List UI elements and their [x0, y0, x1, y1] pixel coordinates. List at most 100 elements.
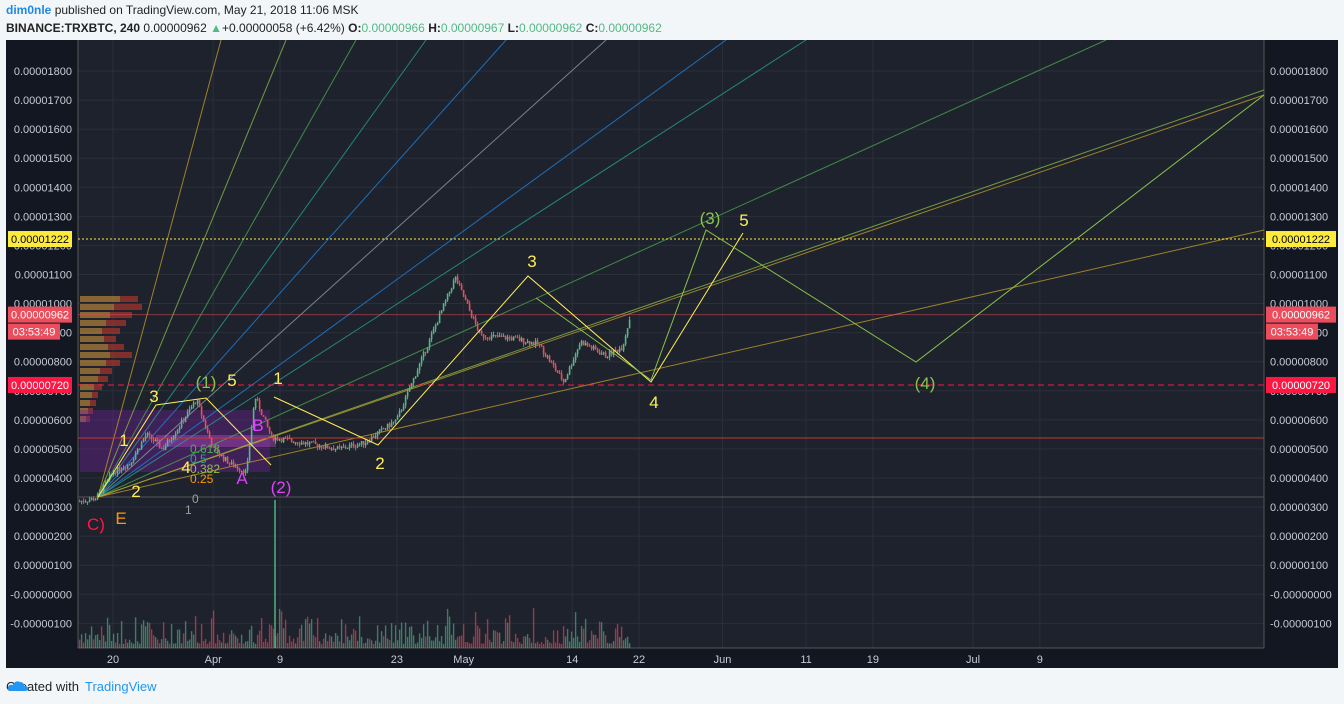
candle-body	[572, 359, 575, 366]
volume-bar	[370, 640, 373, 648]
candle-body	[182, 420, 185, 422]
volume-bar	[128, 639, 131, 648]
author-link[interactable]: dim0nle	[6, 3, 52, 17]
candle-body	[486, 337, 489, 339]
candle-body	[380, 428, 383, 430]
price-tick-right: 0.00001700	[1270, 95, 1328, 107]
volume-bar	[576, 636, 579, 648]
candle-body	[372, 436, 375, 438]
volume-bar	[538, 643, 541, 648]
volume-bar	[572, 637, 575, 648]
candle-body	[198, 400, 201, 407]
wave-label: (1)	[196, 373, 217, 392]
volume-bar	[380, 631, 383, 648]
candle-body	[388, 423, 391, 427]
volume-profile-bar	[80, 320, 106, 326]
candle-body	[412, 378, 415, 384]
volume-bar	[376, 625, 379, 648]
time-tick: Apr	[205, 654, 222, 666]
candle-body	[462, 289, 465, 297]
candle-body	[536, 340, 539, 345]
candle-body	[458, 283, 461, 285]
volume-bar	[562, 626, 565, 648]
volume-bar	[194, 616, 197, 648]
candle-body	[552, 362, 555, 366]
volume-bar	[584, 618, 587, 648]
candle-body	[370, 436, 373, 442]
volume-bar	[88, 634, 91, 648]
candle-body	[544, 354, 547, 357]
candle-body	[500, 335, 503, 337]
volume-bar	[162, 622, 165, 648]
candle-body	[558, 372, 561, 374]
volume-bar	[442, 643, 445, 648]
candle-body	[216, 448, 219, 454]
volume-profile-bar	[88, 408, 93, 414]
ohlc-legend: BINANCE:TRXBTC, 240 0.00000962 ▲+0.00000…	[6, 21, 662, 35]
volume-bar	[360, 637, 363, 648]
volume-bar	[396, 640, 399, 648]
fib-label: 0.618	[190, 442, 220, 456]
volume-bar	[390, 623, 393, 648]
fib-label: 0.25	[190, 472, 214, 486]
price-tick-left: -0.00000100	[10, 618, 72, 630]
volume-bar	[332, 641, 335, 648]
volume-bar	[512, 642, 515, 648]
volume-bar	[510, 640, 513, 648]
price-tick-right: 0.00001300	[1270, 211, 1328, 223]
candle-body	[484, 337, 487, 339]
volume-bar	[118, 643, 121, 648]
candle-body	[564, 379, 567, 383]
volume-bar	[406, 636, 409, 648]
volume-profile-bar	[80, 408, 88, 414]
footer: Created with TradingView	[6, 679, 157, 694]
volume-bar	[552, 630, 555, 648]
volume-profile-bar	[80, 336, 104, 342]
candle-body	[306, 442, 309, 445]
volume-bar	[458, 636, 461, 648]
candle-body	[224, 457, 227, 461]
volume-bar	[548, 642, 551, 648]
candle-body	[96, 494, 99, 500]
candle-body	[594, 346, 597, 350]
volume-bar	[242, 643, 245, 648]
volume-bar	[494, 630, 497, 648]
volume-bar	[116, 632, 119, 648]
candle-body	[176, 430, 179, 434]
candle-body	[120, 469, 123, 471]
wave-label: 2	[131, 482, 140, 501]
candle-body	[132, 458, 135, 463]
candle-body	[180, 420, 183, 428]
volume-bar	[384, 625, 387, 648]
last-price: 0.00000962	[143, 21, 207, 35]
candle-body	[302, 442, 305, 445]
volume-profile-bar	[114, 304, 142, 310]
candle-body	[90, 498, 93, 500]
candle-body	[98, 491, 101, 495]
candle-body	[420, 357, 423, 364]
candle-body	[192, 402, 195, 407]
price-tick-right: 0.00001800	[1270, 66, 1328, 78]
volume-profile-bar	[80, 392, 92, 398]
volume-bar	[412, 635, 415, 648]
candle-body	[538, 344, 541, 346]
volume-profile-bar	[104, 336, 116, 342]
fan-line	[97, 40, 727, 498]
candle-body	[376, 431, 379, 436]
volume-bar	[534, 643, 537, 648]
price-marker-right-label: 0.00000720	[1272, 380, 1330, 392]
candle-body	[282, 437, 285, 442]
chart-area[interactable]: 0.00001800 0.00001800 0.00001700 0.00001700…	[6, 40, 1338, 668]
wave-label: E	[115, 509, 126, 528]
volume-bar	[324, 633, 327, 648]
candle-body	[238, 469, 241, 471]
countdown-marker-left	[8, 323, 60, 340]
candle-body	[350, 443, 353, 446]
volume-bar	[188, 639, 191, 648]
candle-body	[476, 323, 479, 331]
volume-bar	[394, 625, 397, 648]
tradingview-link[interactable]: TradingView	[84, 679, 157, 694]
volume-bar	[542, 643, 545, 648]
chart-svg[interactable]: 0.00001800 0.00001800 0.00001700 0.00001700…	[6, 40, 1338, 668]
candle-body	[368, 441, 371, 443]
